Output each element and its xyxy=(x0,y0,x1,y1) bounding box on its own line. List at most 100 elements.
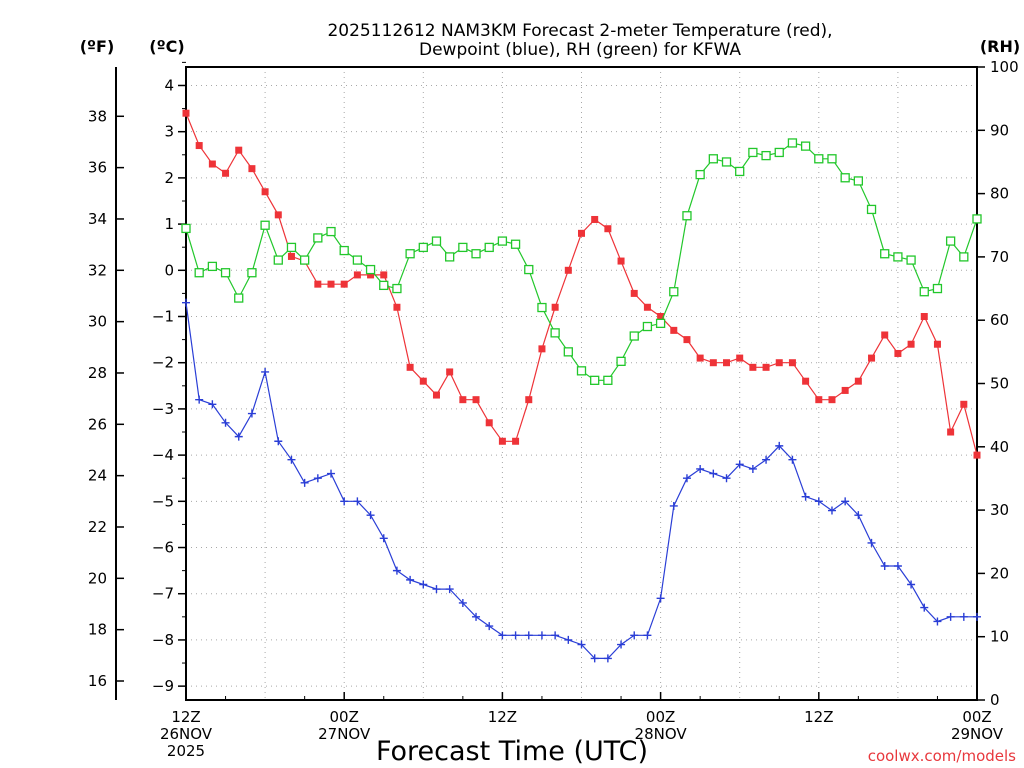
rh-point xyxy=(576,366,587,376)
dewpoint-point xyxy=(406,575,415,584)
rh-point xyxy=(458,242,468,253)
x-axis-label: Forecast Time (UTC) xyxy=(376,736,648,767)
dewpoint-point xyxy=(735,460,744,469)
temperature-point xyxy=(551,303,559,311)
rh-point xyxy=(220,268,231,278)
temperature-point xyxy=(314,280,322,288)
dewpoint-point xyxy=(762,455,771,464)
rh-point xyxy=(299,255,310,265)
rh-point xyxy=(418,242,428,253)
temperature-point xyxy=(446,368,454,376)
celsius-tick-label: −6 xyxy=(152,539,174,557)
rh-point xyxy=(919,287,929,297)
celsius-tick-label: −2 xyxy=(152,354,174,372)
dewpoint-point xyxy=(274,437,283,446)
rh-tick-label: 70 xyxy=(990,248,1009,266)
temperature-point xyxy=(208,160,216,168)
dewpoint-point xyxy=(458,598,467,607)
temperature-point xyxy=(802,377,810,385)
dewpoint-point xyxy=(920,603,929,612)
dewpoint-point xyxy=(537,631,546,640)
rh-tick-label: 10 xyxy=(990,628,1009,646)
rh-point xyxy=(603,375,613,385)
celsius-tick-label: 1 xyxy=(164,215,174,233)
rh-tick-label: 20 xyxy=(990,564,1009,582)
rh-point xyxy=(708,154,718,164)
temperature-point xyxy=(340,280,348,288)
temperature-point xyxy=(235,146,243,154)
fahrenheit-tick-label: 24 xyxy=(88,467,107,485)
rh-point xyxy=(484,242,494,253)
fahrenheit-tick-label: 30 xyxy=(88,313,107,331)
dewpoint-point xyxy=(801,492,810,501)
x-tick-label-line1: 00Z xyxy=(962,708,991,726)
rh-point xyxy=(590,375,600,385)
rh-point xyxy=(972,214,982,224)
x-tick-label-line2: 29NOV xyxy=(951,725,1004,743)
temperature-point xyxy=(762,363,770,371)
rh-point xyxy=(840,173,850,183)
tick-labels: 43210−1−2−3−4−5−6−7−8−916182022242628303… xyxy=(88,58,1019,760)
rh-tick-label: 40 xyxy=(990,438,1009,456)
rh-point xyxy=(194,268,204,278)
temperature-point xyxy=(973,451,981,459)
rh-point xyxy=(537,302,547,313)
dewpoint-point xyxy=(630,631,639,640)
temperature-point xyxy=(472,396,480,404)
dewpoint-point xyxy=(959,612,968,621)
rh-point xyxy=(669,287,679,297)
rh-tick-label: 90 xyxy=(990,121,1009,139)
rh-point xyxy=(616,356,626,366)
temperature-point xyxy=(947,428,955,436)
temperature-point xyxy=(696,354,704,362)
rh-point xyxy=(550,328,560,338)
fahrenheit-tick-label: 26 xyxy=(88,415,107,433)
dewpoint-point xyxy=(643,631,652,640)
x-tick-label-line2: 28NOV xyxy=(635,725,688,743)
dewpoint-point xyxy=(419,580,428,589)
temperature-point xyxy=(920,313,928,321)
temperature-point xyxy=(485,419,493,427)
axes xyxy=(115,61,985,701)
dewpoint-point xyxy=(472,612,481,621)
rh-point xyxy=(866,204,877,215)
rh-point xyxy=(339,245,349,256)
celsius-tick-label: −9 xyxy=(152,677,174,695)
dewpoint-point xyxy=(379,534,388,543)
x-tick-label-line1: 00Z xyxy=(330,708,359,726)
temperature-point xyxy=(380,271,388,279)
temperature-point xyxy=(248,165,256,173)
temperature-point xyxy=(841,386,849,394)
x-tick-label-line1: 12Z xyxy=(488,708,517,726)
dewpoint-point xyxy=(392,566,401,575)
dewpoint-point xyxy=(827,506,836,515)
rh-point xyxy=(655,318,666,329)
fahrenheit-tick-label: 38 xyxy=(88,107,107,125)
temperature-point xyxy=(894,349,902,357)
rh-point xyxy=(326,226,336,237)
fahrenheit-tick-label: 34 xyxy=(88,210,107,228)
dewpoint-point xyxy=(854,511,863,520)
dewpoint-point xyxy=(221,418,230,427)
x-tick-label-line1: 00Z xyxy=(646,708,675,726)
chart-title-line1: 2025112612 NAM3KM Forecast 2-meter Tempe… xyxy=(327,21,832,41)
temperature-point xyxy=(736,354,744,362)
dewpoint-point xyxy=(577,640,586,649)
rh-point xyxy=(365,264,376,275)
temperature-point xyxy=(815,396,823,404)
x-tick-label-line1: 12Z xyxy=(171,708,200,726)
rh-tick-label: 100 xyxy=(990,58,1019,76)
rh-point xyxy=(497,236,508,246)
temperature-point xyxy=(907,340,915,348)
dewpoint-point xyxy=(182,298,190,307)
dewpoint-point xyxy=(590,654,599,663)
rh-point xyxy=(721,157,732,167)
rh-point xyxy=(181,223,191,234)
dewpoint-point xyxy=(722,474,731,483)
temperature-point xyxy=(564,266,572,274)
rh-point xyxy=(814,154,824,164)
rh-tick-label: 60 xyxy=(990,311,1009,329)
credit-text: coolwx.com/models xyxy=(868,747,1016,765)
temperature-point xyxy=(459,396,467,404)
